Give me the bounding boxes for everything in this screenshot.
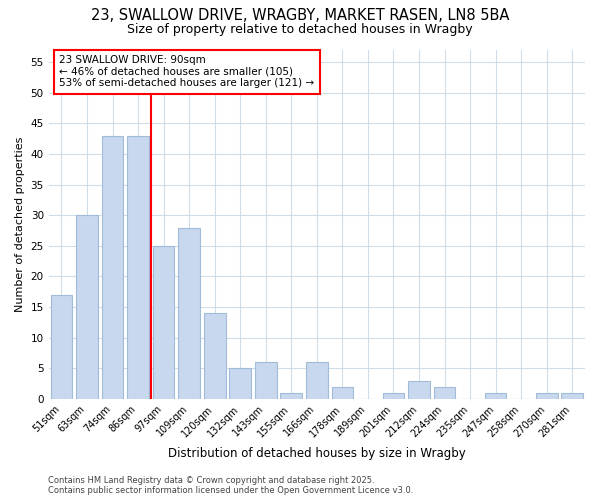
Bar [383,393,404,399]
Text: 23 SWALLOW DRIVE: 90sqm
← 46% of detached houses are smaller (105)
53% of semi-d: 23 SWALLOW DRIVE: 90sqm ← 46% of detache… [59,55,314,88]
Bar [127,136,149,399]
Text: Size of property relative to detached houses in Wragby: Size of property relative to detached ho… [127,22,473,36]
Bar [485,393,506,399]
Bar [536,393,557,399]
Bar [255,362,277,399]
Bar [76,216,98,399]
Text: Contains HM Land Registry data © Crown copyright and database right 2025.
Contai: Contains HM Land Registry data © Crown c… [48,476,413,495]
Bar [178,228,200,399]
Bar [280,393,302,399]
Bar [101,136,124,399]
Bar [229,368,251,399]
Text: 23, SWALLOW DRIVE, WRAGBY, MARKET RASEN, LN8 5BA: 23, SWALLOW DRIVE, WRAGBY, MARKET RASEN,… [91,8,509,22]
Bar [434,386,455,399]
Bar [408,380,430,399]
Bar [306,362,328,399]
Bar [50,295,72,399]
Bar [332,386,353,399]
X-axis label: Distribution of detached houses by size in Wragby: Distribution of detached houses by size … [168,447,466,460]
Y-axis label: Number of detached properties: Number of detached properties [15,137,25,312]
Bar [204,313,226,399]
Bar [562,393,583,399]
Bar [153,246,175,399]
